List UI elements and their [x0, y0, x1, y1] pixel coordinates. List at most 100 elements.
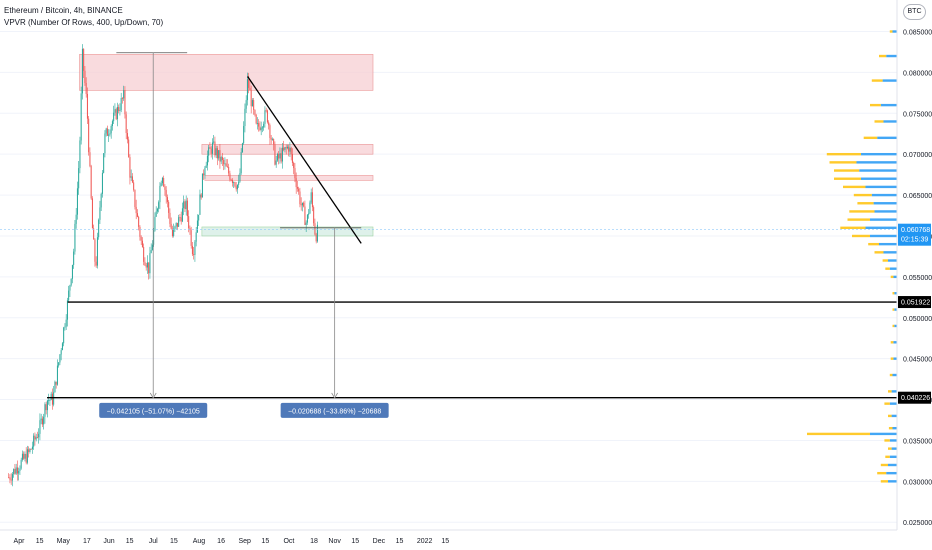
- candle-body: [254, 109, 256, 115]
- candle-body: [159, 185, 161, 203]
- candle-body: [279, 153, 281, 159]
- candle-body: [173, 228, 175, 236]
- candle-body: [91, 198, 93, 229]
- candle-body: [129, 157, 131, 178]
- candle-body: [250, 90, 252, 107]
- price-tick-label: 0.035000: [903, 438, 932, 445]
- candle-body: [119, 110, 121, 111]
- candle-body: [285, 147, 287, 149]
- candle-body: [45, 404, 47, 411]
- drawings: −0.042105 (−51.07%) −42105 −0.020688 (−33…: [0, 52, 897, 418]
- vp-bar-down: [847, 218, 870, 221]
- trendline: [247, 76, 362, 244]
- current-price-tag-bg: [898, 223, 931, 246]
- vp-bar-up: [893, 357, 897, 360]
- candle-body: [26, 449, 28, 463]
- candle-body: [44, 404, 46, 417]
- time-tick-label: Nov: [328, 538, 341, 545]
- candle-body: [103, 153, 105, 173]
- candle-body: [114, 109, 116, 113]
- candle-body: [145, 265, 147, 268]
- candle-body: [189, 228, 191, 231]
- vp-bar-up: [879, 242, 897, 246]
- candle-body: [78, 168, 80, 189]
- vp-bar-down: [874, 120, 884, 123]
- vp-bar-down: [829, 161, 857, 164]
- vp-bar-up: [873, 202, 897, 205]
- candle-body: [275, 160, 277, 165]
- candle-body: [141, 240, 143, 248]
- candle-body: [203, 173, 205, 176]
- candle-body: [15, 467, 17, 474]
- candle-body: [85, 82, 87, 94]
- candle-body: [29, 449, 31, 452]
- candle-body: [65, 319, 67, 327]
- candle-body: [120, 98, 122, 111]
- candle-body: [46, 400, 48, 411]
- vp-bar-down: [892, 308, 895, 311]
- measure-arrow-head: [149, 392, 157, 399]
- candle-body: [95, 261, 97, 266]
- candle-body: [289, 147, 291, 152]
- candle-body: [274, 144, 276, 165]
- candle-body: [108, 134, 110, 136]
- candle-body: [304, 206, 306, 225]
- time-tick-label: 16: [217, 538, 225, 545]
- candle-body: [280, 153, 282, 162]
- indicator-label[interactable]: VPVR (Number Of Rows, 400, Up/Down, 70): [4, 18, 164, 27]
- candle-body: [168, 201, 170, 213]
- candle-body: [308, 213, 310, 215]
- candle-body: [40, 418, 42, 421]
- vp-bar-down: [853, 193, 872, 197]
- price-tick-label: 0.065000: [903, 193, 932, 200]
- vp-bar-up: [889, 455, 897, 459]
- resistance-zone: [79, 54, 374, 91]
- vp-bar-down: [807, 432, 870, 436]
- vp-bar-up: [889, 439, 897, 442]
- candle-body: [28, 449, 30, 452]
- currency-badge[interactable]: BTC: [903, 4, 926, 20]
- candle-body: [306, 214, 308, 223]
- candle-body: [204, 167, 206, 176]
- candle-body: [171, 228, 173, 236]
- vp-bar-up: [870, 432, 897, 436]
- time-tick-label: 15: [351, 538, 359, 545]
- candle-body: [245, 100, 247, 109]
- candle-body: [174, 226, 176, 229]
- candle-body: [200, 194, 202, 198]
- candle-body: [179, 217, 181, 218]
- candles: [8, 44, 318, 487]
- candle-body: [176, 222, 178, 227]
- candle-body: [230, 179, 232, 181]
- candle-body: [218, 150, 220, 159]
- vp-bar-up: [882, 79, 897, 82]
- candle-body: [76, 188, 78, 215]
- candle-body: [49, 400, 51, 401]
- vp-bar-down: [826, 152, 861, 156]
- vp-bar-up: [888, 259, 897, 262]
- vp-bar-down: [888, 426, 893, 430]
- level-price-tag-bg: [898, 296, 931, 309]
- candle-body: [315, 234, 317, 242]
- time-tick-label: Apr: [14, 538, 26, 545]
- candle-body: [288, 146, 290, 152]
- candle-body: [184, 201, 186, 210]
- candle-body: [191, 245, 193, 255]
- candle-body: [186, 200, 188, 217]
- candle-body: [225, 163, 227, 167]
- candle-body: [73, 251, 75, 265]
- candle-body: [33, 435, 35, 447]
- candle-body: [255, 114, 257, 124]
- candle-body: [243, 126, 245, 144]
- vp-bar-up: [894, 308, 897, 311]
- candle-body: [98, 219, 100, 238]
- candle-body: [205, 165, 207, 168]
- candle-body: [18, 470, 20, 474]
- candle-body: [115, 109, 117, 120]
- candle-body: [23, 453, 25, 459]
- candle-body: [66, 300, 68, 320]
- time-tick-label: Oct: [283, 538, 294, 545]
- vp-bar-up: [856, 161, 897, 164]
